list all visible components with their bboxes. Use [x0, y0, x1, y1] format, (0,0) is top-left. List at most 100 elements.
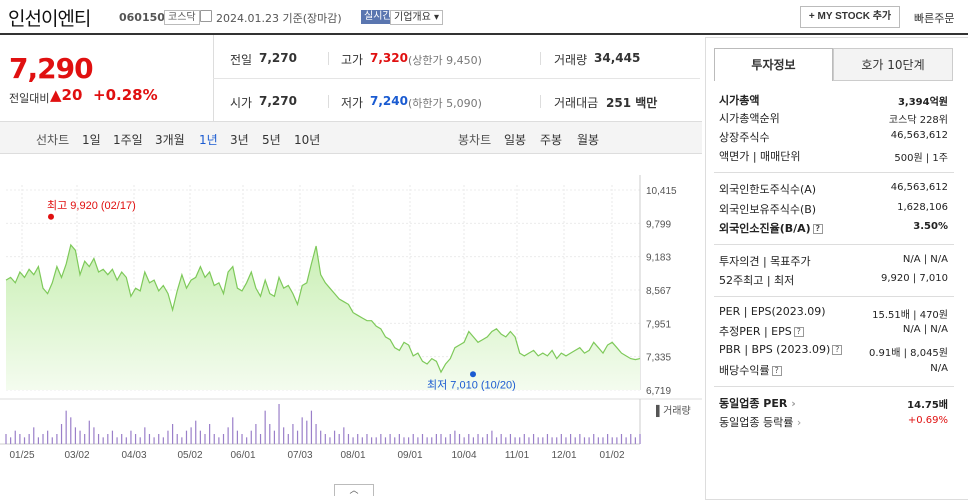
volume-bar	[565, 437, 567, 444]
divider	[714, 172, 954, 173]
info-value: N/A	[930, 363, 948, 374]
chart-controls	[0, 122, 702, 154]
period-3y[interactable]: 3년	[230, 133, 249, 147]
market-badge: 코스닥	[164, 10, 200, 25]
price-chart[interactable]: 10,415 9,799 9,183 8,567 7,951 7,335 6,719 최고 9…	[0, 155, 702, 500]
period-1y[interactable]: 1년	[199, 133, 218, 147]
volume-bar	[60, 424, 63, 444]
volume-bar	[56, 434, 58, 444]
info-label: PER | EPS(2023.09)	[719, 305, 826, 318]
volume-bar	[505, 437, 507, 444]
volume-bar	[583, 437, 586, 444]
open-label: 시가	[230, 96, 253, 110]
candle-weekly[interactable]: 주봉	[540, 133, 563, 147]
volume-bar	[597, 437, 599, 444]
company-info-dropdown[interactable]: 기업개요 ▾	[390, 10, 444, 25]
chevron-up-icon[interactable]: ︿	[334, 484, 374, 496]
current-price: 7,290	[9, 52, 94, 85]
y-tick-label: 7,951	[646, 319, 671, 330]
volume-bar	[357, 434, 359, 444]
change-label: 전일대비	[9, 92, 50, 105]
volume-bar	[273, 430, 276, 444]
volume-bar	[630, 434, 632, 444]
volume-bar	[190, 427, 192, 444]
volume-bar	[158, 434, 160, 444]
realtime-button[interactable]: 실시간	[361, 10, 395, 24]
info-label: 52주최고 | 최저	[719, 274, 795, 287]
help-icon[interactable]: ?	[812, 224, 823, 234]
help-icon[interactable]: ?	[832, 345, 843, 355]
tab-investment-info[interactable]: 투자정보	[714, 48, 833, 81]
volume-bar	[370, 437, 373, 444]
volume-bar	[116, 437, 118, 444]
line-chart-label[interactable]: 선차트	[36, 133, 70, 147]
volume-bar	[23, 437, 26, 444]
volume-bar	[93, 427, 95, 444]
volume-bar	[574, 437, 576, 444]
period-10y[interactable]: 10년	[294, 133, 321, 147]
volume-bar	[435, 434, 437, 444]
stock-name: 인선이엔티	[8, 8, 91, 30]
add-mystock-button[interactable]: + MY STOCK 추가	[800, 6, 900, 28]
volume-bar	[380, 434, 382, 444]
volume-bar	[588, 437, 590, 444]
x-tick-label: 12/01	[551, 450, 576, 461]
volume-bar	[556, 437, 558, 444]
quick-order-link[interactable]: 빠른주문	[914, 12, 955, 25]
volume-bar	[222, 434, 225, 444]
info-label: 추정PER | EPS?	[719, 323, 804, 339]
volume-bar	[519, 437, 521, 444]
volume-bar	[181, 437, 183, 444]
volume-bar	[204, 434, 206, 444]
volume-bar	[426, 437, 428, 444]
low-value: 7,240	[370, 94, 408, 108]
change-percent: +0.28%	[93, 86, 158, 104]
volume-bar	[472, 437, 475, 444]
volume-bar	[292, 424, 294, 444]
volume-bar	[320, 430, 322, 444]
info-value: 0.91배 | 8,045원	[868, 348, 948, 359]
volume-bar	[255, 424, 257, 444]
max-annotation: 최고 9,920 (02/17)	[47, 199, 136, 212]
x-tick-label: 10/04	[451, 450, 476, 461]
period-1d[interactable]: 1일	[82, 133, 101, 147]
volume-bar	[440, 434, 442, 444]
candle-monthly[interactable]: 월봉	[577, 133, 600, 147]
volume-bar	[167, 430, 169, 444]
info-label: 액면가 | 매매단위	[719, 150, 801, 163]
volume-bar	[278, 404, 280, 444]
info-value: 3.50%	[913, 221, 948, 232]
volume-label: 거래량	[554, 53, 588, 67]
high-label: 고가	[341, 53, 364, 67]
volume-bar	[593, 434, 595, 444]
volume-bar	[408, 437, 410, 444]
volume-bar	[301, 417, 303, 444]
help-icon[interactable]: ?	[793, 327, 804, 337]
volume-bar	[264, 410, 266, 444]
candle-chart-label[interactable]: 봉차트	[458, 133, 492, 147]
chevron-right-icon[interactable]: ›	[787, 397, 796, 410]
candle-daily[interactable]: 일봉	[504, 133, 527, 147]
price-line	[5, 243, 641, 374]
volume-bar	[79, 430, 81, 444]
period-3m[interactable]: 3개월	[155, 133, 185, 147]
tab-order-book[interactable]: 호가 10단계	[833, 48, 953, 81]
volume-bar	[486, 434, 488, 444]
volume-bar	[102, 437, 104, 444]
volume-bar	[130, 430, 132, 444]
period-5y[interactable]: 5년	[262, 133, 281, 147]
volume-bar	[343, 427, 345, 444]
divider	[213, 78, 700, 79]
volume-bar	[463, 437, 465, 444]
help-icon[interactable]: ?	[771, 366, 782, 376]
info-label: 동일업종 등락률 ›	[719, 416, 802, 429]
volume-bar	[514, 437, 516, 444]
chevron-right-icon[interactable]: ›	[793, 416, 802, 429]
volume-bar	[333, 430, 336, 444]
period-1w[interactable]: 1주일	[113, 133, 143, 147]
prev-close-label: 전일	[230, 53, 253, 67]
volume-bar	[310, 410, 313, 444]
info-label: 시가총액	[719, 94, 760, 107]
calendar-icon	[200, 10, 212, 22]
info-value: 46,563,612	[890, 130, 948, 141]
